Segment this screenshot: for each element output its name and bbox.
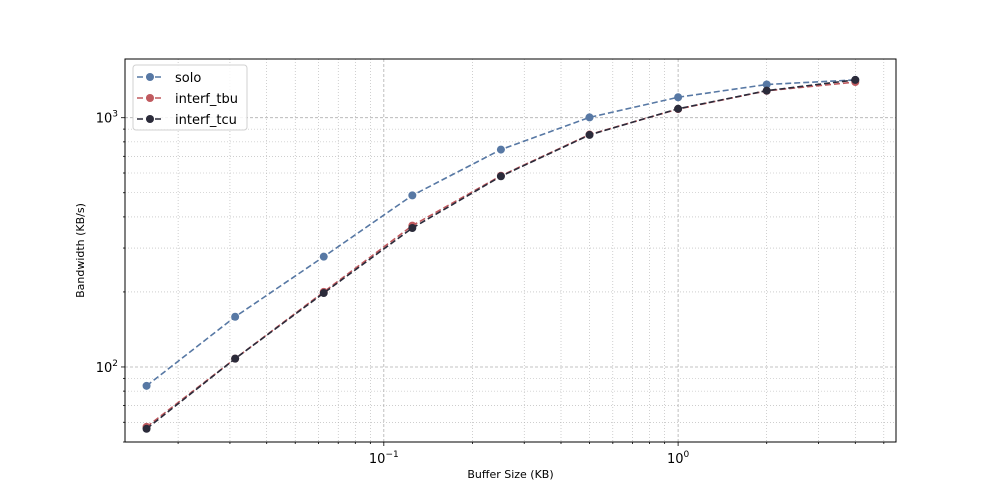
legend-item: solo: [137, 71, 201, 86]
data-point: [762, 86, 771, 95]
y-tick-label: 102: [96, 359, 118, 376]
legend-item: interf_tcu: [137, 113, 237, 128]
x-tick-label: 100: [667, 450, 690, 467]
legend-box: [132, 64, 248, 131]
legend-item: interf_tbu: [137, 92, 238, 107]
data-point: [585, 130, 594, 139]
data-point: [319, 289, 328, 298]
legend-marker: [146, 115, 154, 123]
series-line: [146, 79, 856, 430]
legend: solo interf_tbu interf_tcu: [132, 64, 248, 131]
x-axis-label: Buffer Size (KB): [467, 468, 553, 481]
series-interf_tcu: [142, 75, 860, 433]
data-point: [851, 75, 860, 84]
data-point: [319, 252, 328, 261]
data-point: [674, 93, 683, 102]
data-point: [142, 381, 151, 390]
grid: [125, 59, 896, 443]
data-point: [496, 172, 505, 181]
y-axis-label: Bandwidth (KB/s): [74, 203, 87, 298]
series-lines: [142, 75, 860, 433]
y-tick-label: 103: [96, 110, 118, 127]
legend-marker: [146, 73, 154, 81]
data-point: [408, 191, 417, 200]
legend-label: interf_tcu: [175, 113, 237, 128]
data-point: [585, 113, 594, 122]
data-point: [231, 354, 240, 363]
data-point: [762, 80, 771, 89]
series-interf_tbu: [142, 78, 860, 431]
legend-marker: [146, 94, 154, 102]
data-point: [408, 224, 417, 233]
series-line: [146, 79, 856, 387]
legend-label: interf_tbu: [175, 92, 238, 107]
data-point: [496, 145, 505, 154]
data-point: [231, 312, 240, 321]
data-point: [674, 104, 683, 113]
series-line: [146, 81, 856, 428]
legend-label: solo: [175, 71, 201, 86]
data-point: [142, 424, 151, 433]
x-tick-label: 10−1: [369, 450, 399, 467]
plot-frame: [124, 58, 897, 443]
axis-ticks: 10−1 100 102 103: [96, 110, 885, 467]
series-solo: [142, 75, 860, 390]
